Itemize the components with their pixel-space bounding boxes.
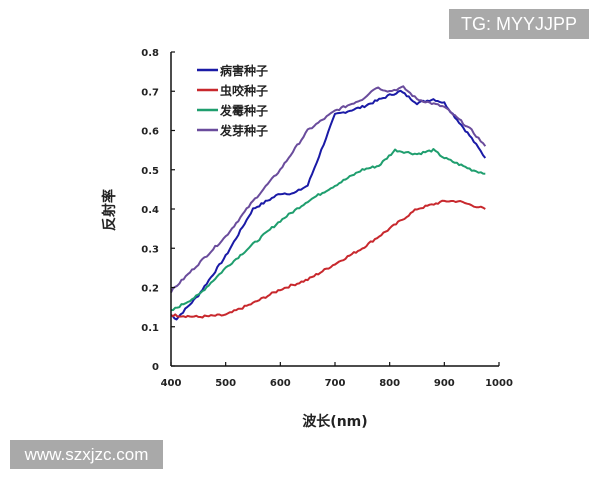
x-axis-title: 波长(nm) xyxy=(302,413,367,430)
series-line xyxy=(170,85,487,294)
y-tick-label: 0.5 xyxy=(141,166,159,177)
x-tick-label: 900 xyxy=(434,378,455,389)
y-tick-label: 0.6 xyxy=(141,127,159,138)
series-line xyxy=(170,199,486,319)
y-tick-label: 0.1 xyxy=(141,323,159,334)
x-tick-label: 800 xyxy=(379,378,400,389)
y-tick-label: 0.4 xyxy=(141,205,159,216)
x-tick-label: 700 xyxy=(325,378,346,389)
legend-label: 发芽种子 xyxy=(219,123,268,138)
series-line xyxy=(170,89,487,321)
axes: 0 0.1 0.2 0.3 0.4 0.5 0.6 0.7 0.8 400 500 600 700 800… xyxy=(141,48,513,389)
series-line xyxy=(170,148,486,312)
x-tick-label: 500 xyxy=(215,378,236,389)
x-tick-label: 1000 xyxy=(485,378,513,389)
watermark-tg: TG: MYYJJPP xyxy=(449,9,589,39)
legend-label: 发霉种子 xyxy=(219,103,268,118)
legend-label: 病害种子 xyxy=(220,63,268,78)
x-tick-label: 600 xyxy=(270,378,291,389)
y-axis-title: 反射率 xyxy=(101,189,118,231)
y-tick-label: 0.3 xyxy=(141,244,159,255)
y-tick-label: 0.2 xyxy=(141,284,159,295)
watermark-url: www.szxjzc.com xyxy=(10,440,163,469)
y-tick-label: 0 xyxy=(152,362,159,373)
y-tick-label: 0.7 xyxy=(141,87,159,98)
x-tick-label: 400 xyxy=(161,378,182,389)
legend-label: 虫咬种子 xyxy=(220,83,268,98)
y-tick-label: 0.8 xyxy=(141,48,159,59)
plot-lines xyxy=(170,85,487,321)
